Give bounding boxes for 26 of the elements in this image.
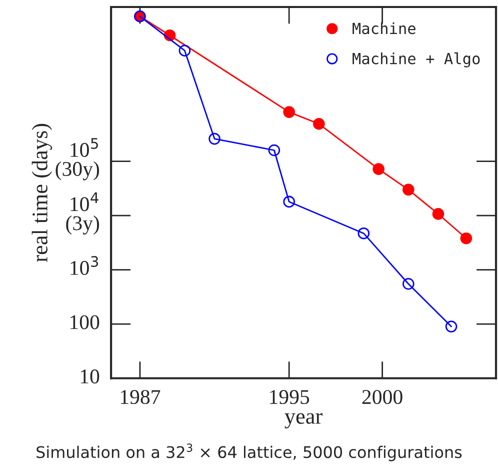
- y-tick-label: 10: [80, 369, 100, 384]
- y-tick-label: 10$^{3}$: [70, 256, 98, 275]
- x-tick-label: 2000: [362, 390, 402, 404]
- legend-label: Machine: [352, 22, 416, 34]
- x-tick-label: 1987: [120, 390, 160, 404]
- point: [460, 232, 472, 244]
- point: [208, 132, 220, 145]
- x-axis-title: year: [284, 413, 322, 428]
- y-axis-title: real time (days): [32, 124, 52, 262]
- point: [432, 208, 444, 220]
- point: [372, 163, 384, 175]
- y-tick-label: 100: [70, 315, 100, 330]
- point: [402, 278, 414, 290]
- point: [178, 44, 191, 56]
- point: [283, 106, 295, 118]
- point: [445, 320, 458, 332]
- x-tick-label: 1995: [270, 390, 310, 404]
- y-tick-label: 10$^{4}$ (3y): [66, 192, 100, 235]
- point: [402, 184, 414, 196]
- point: [313, 118, 325, 130]
- legend-label: Machine + Algo: [352, 52, 480, 68]
- point: [358, 227, 370, 240]
- text: Simulation on a 32$^{3}$ × 64 lattice, 5000 configurations: [36, 444, 462, 462]
- point: [283, 196, 295, 208]
- point: [268, 144, 280, 156]
- y-tick-label: 10$^{5}$ (30y): [56, 138, 100, 180]
